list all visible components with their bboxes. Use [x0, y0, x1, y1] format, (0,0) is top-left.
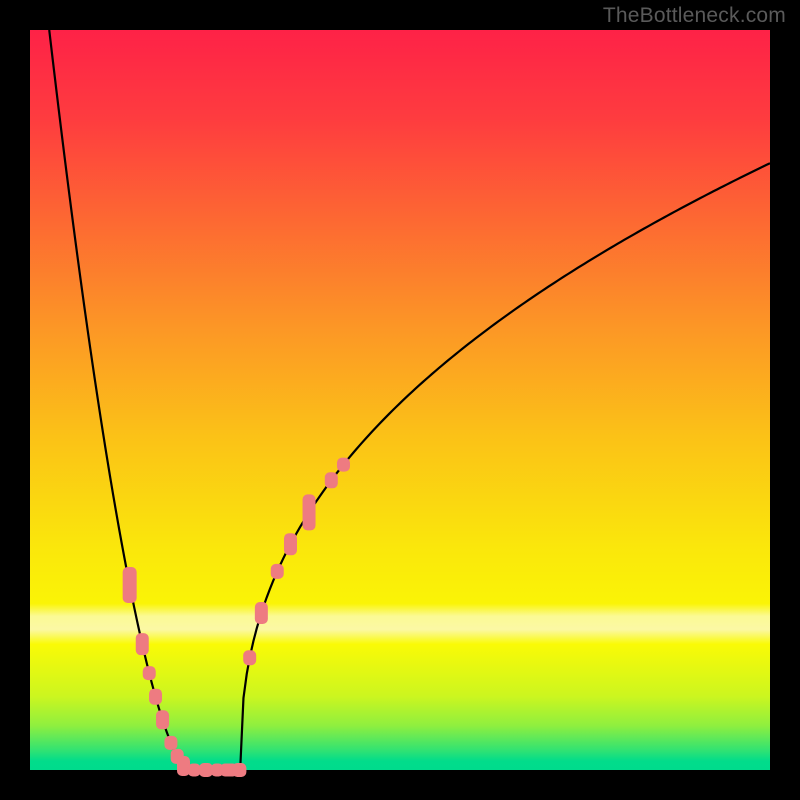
curve-marker: [149, 689, 162, 705]
watermark-text: TheBottleneck.com: [603, 4, 786, 28]
curve-marker: [143, 666, 156, 680]
curve-marker: [325, 472, 338, 488]
bottleneck-chart: [0, 0, 800, 800]
curve-marker: [188, 764, 201, 777]
curve-marker: [232, 763, 246, 777]
curve-marker: [284, 533, 297, 555]
curve-marker: [243, 650, 256, 665]
curve-marker: [255, 602, 268, 624]
chart-background: [30, 30, 770, 770]
curve-marker: [337, 458, 350, 472]
curve-marker: [271, 564, 284, 579]
curve-marker: [156, 710, 169, 729]
curve-marker: [136, 633, 149, 655]
curve-marker: [303, 494, 316, 530]
curve-marker: [164, 736, 177, 750]
curve-marker: [123, 567, 137, 603]
